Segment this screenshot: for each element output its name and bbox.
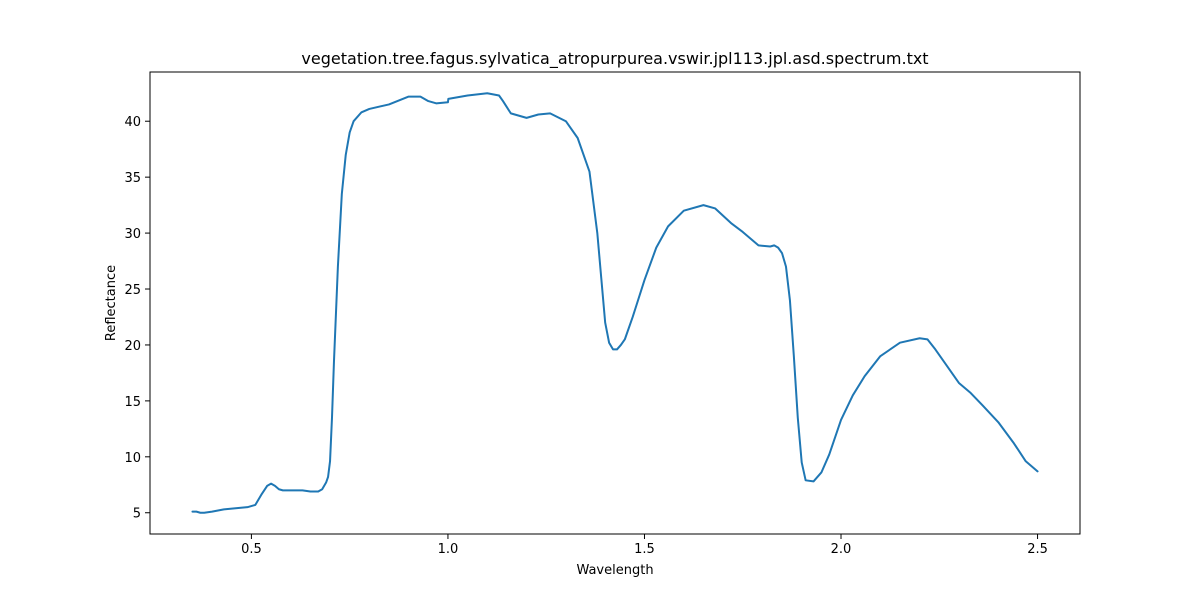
x-tick-label: 1.5 bbox=[634, 542, 655, 557]
axes-frame bbox=[149, 71, 1081, 535]
tick-group: 0.5 1.0 1.5 2.0 2.5 5 10 15 20 25 30 35 40 bbox=[124, 115, 1047, 557]
x-tick-label: 2.0 bbox=[831, 542, 852, 557]
x-tick-label: 0.5 bbox=[241, 542, 262, 557]
y-tick-label: 30 bbox=[124, 227, 141, 242]
chart-title: vegetation.tree.fagus.sylvatica_atropurp… bbox=[301, 49, 928, 69]
y-tick-label: 5 bbox=[133, 507, 141, 522]
y-tick-label: 35 bbox=[124, 171, 141, 186]
y-tick-label: 25 bbox=[124, 283, 141, 298]
y-tick-label: 40 bbox=[124, 115, 141, 130]
x-tick-label: 1.0 bbox=[438, 542, 459, 557]
y-axis-label: Reflectance bbox=[104, 265, 119, 341]
y-tick-label: 10 bbox=[124, 451, 141, 466]
x-tick-label: 2.5 bbox=[1027, 542, 1048, 557]
x-axis-label: Wavelength bbox=[576, 563, 653, 578]
series-line bbox=[191, 92, 1039, 514]
y-tick-label: 20 bbox=[124, 339, 141, 354]
plot-area bbox=[191, 92, 1039, 514]
y-tick-label: 15 bbox=[124, 395, 141, 410]
